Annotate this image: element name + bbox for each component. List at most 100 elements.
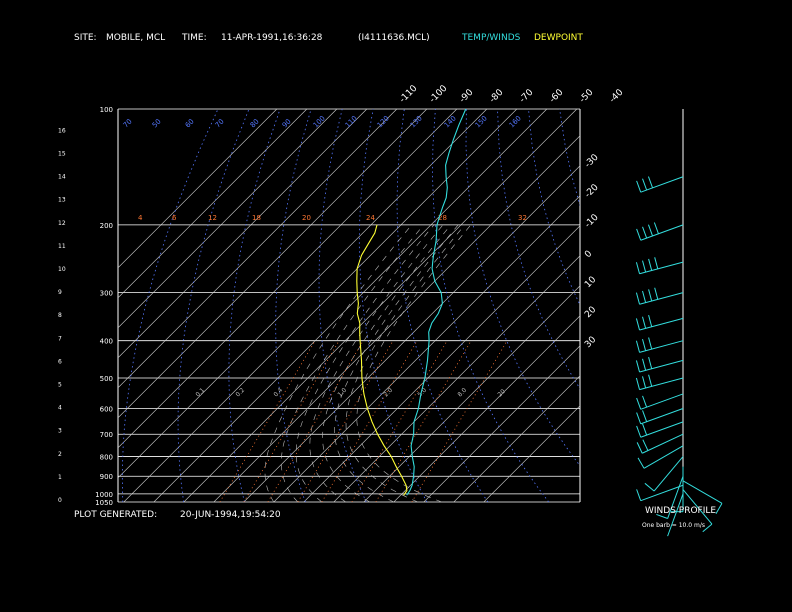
height-tick: 8: [58, 312, 62, 319]
wind-feather: [642, 395, 648, 408]
wind-feather: [642, 178, 648, 191]
dry-adiabat: [622, 109, 792, 502]
upper-label: 24: [366, 214, 375, 222]
wind-feather: [642, 358, 647, 371]
top-temp-label: -90: [458, 87, 476, 105]
wind-feather: [635, 360, 641, 373]
upper-label: 18: [252, 214, 261, 222]
mixing-ratio-line: [243, 340, 340, 502]
wind-feather: [702, 523, 713, 533]
dry-adiabat: [432, 109, 550, 502]
height-tick: 2: [58, 451, 62, 458]
wind-feather: [642, 439, 649, 451]
isotherm-line: [118, 109, 278, 269]
right-temp-label: -30: [583, 152, 601, 170]
dry-adiabat-label: 130: [409, 114, 424, 129]
wind-feather: [653, 222, 659, 234]
wind-feather: [647, 176, 654, 189]
generated-label: PLOT GENERATED:: [74, 510, 158, 520]
right-temp-label: -10: [583, 212, 601, 230]
wind-feather: [635, 377, 641, 390]
legend-temp: TEMP/WINDS: [462, 33, 521, 43]
dry-adiabat-label: 70: [122, 117, 134, 129]
isotherm-line: [333, 255, 580, 502]
isotherm-line: [118, 109, 398, 389]
dry-adiabat-label: 100: [312, 114, 327, 129]
top-temp-label: -80: [488, 87, 506, 105]
upper-label: 32: [518, 214, 527, 222]
wind-feather: [636, 397, 642, 410]
wind-feather: [635, 318, 641, 331]
height-tick: 11: [58, 243, 66, 250]
wind-feather: [635, 262, 641, 274]
isotherm-line: [423, 345, 580, 502]
winds-profile-title: WINDS PROFILE: [645, 506, 717, 516]
mixing-ratio-line: [351, 340, 448, 502]
dry-adiabat: [318, 109, 367, 502]
isotherm-line: [123, 109, 518, 502]
dry-adiabat: [497, 109, 580, 390]
height-tick: 16: [58, 127, 66, 134]
pressure-label: 700: [100, 431, 113, 439]
mixing-ratio-line: [267, 340, 364, 502]
wind-barb: [643, 445, 684, 469]
wind-feather: [642, 316, 647, 329]
file-id: (I4111636.MCL): [358, 33, 430, 43]
mixing-ratio-label: 5.0: [416, 387, 428, 399]
pressure-label: 1000: [95, 491, 113, 499]
pressure-label: 200: [100, 222, 113, 230]
dry-adiabat-label: 140: [443, 114, 458, 129]
wind-feather: [656, 513, 668, 519]
top-temp-label: -100: [428, 83, 450, 105]
dry-adiabat: [684, 109, 792, 502]
wind-barb: [639, 261, 684, 275]
top-temp-label: -110: [398, 83, 420, 105]
right-temp-label: 20: [583, 305, 598, 320]
pressure-label: 500: [100, 375, 113, 383]
wind-feather: [642, 423, 648, 436]
wind-barb: [640, 421, 684, 438]
dry-adiabat-label: 120: [376, 114, 391, 129]
right-temp-label: -20: [583, 182, 601, 200]
mixing-ratio-label: 20: [496, 388, 506, 398]
wind-barb: [640, 407, 684, 425]
upper-label: 12: [208, 214, 217, 222]
mixing-ratio-label: 8.0: [456, 387, 468, 399]
right-temp-label: 10: [583, 275, 598, 290]
height-tick: 10: [58, 266, 66, 273]
wind-feather: [648, 337, 653, 350]
dry-adiabat: [177, 109, 250, 502]
dry-adiabat: [228, 109, 281, 502]
top-temp-label: -70: [518, 87, 536, 105]
wind-feather: [636, 425, 642, 438]
dry-adiabat-label: 50: [151, 117, 163, 129]
wind-feather: [644, 482, 655, 492]
legend-dewpoint: DEWPOINT: [534, 33, 583, 43]
wind-feather: [648, 374, 653, 387]
wind-barb: [653, 456, 684, 492]
site-value: MOBILE, MCL: [106, 33, 166, 43]
moist-adiabat: [280, 224, 424, 502]
wind-barb: [667, 476, 684, 519]
mixing-ratio-label: 1.0: [336, 387, 348, 399]
pressure-label: 800: [100, 454, 113, 462]
dry-adiabat-label: 90: [281, 117, 293, 129]
pressure-label: 300: [100, 290, 113, 298]
isotherm-line: [303, 225, 580, 502]
wind-barb: [640, 484, 684, 502]
height-tick: 5: [58, 382, 62, 389]
dry-adiabat-label: 150: [474, 114, 489, 129]
data-layer: [356, 108, 467, 496]
wind-barb: [682, 489, 713, 525]
barb-note: One barb = 10.0 m/s: [642, 522, 705, 529]
wind-feather: [636, 412, 642, 425]
wind-feather: [715, 503, 723, 514]
height-tick: 4: [58, 405, 62, 412]
pressure-label: 600: [100, 405, 113, 413]
upper-label: 20: [302, 214, 311, 222]
wind-feather: [636, 228, 642, 241]
wind-barb: [639, 340, 684, 353]
upper-label: 28: [438, 214, 447, 222]
wind-feather: [636, 442, 643, 454]
